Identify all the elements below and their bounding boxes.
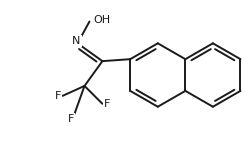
Text: F: F: [54, 91, 61, 101]
Text: OH: OH: [93, 15, 110, 24]
Text: F: F: [104, 99, 110, 109]
Text: F: F: [67, 114, 74, 124]
Text: N: N: [72, 36, 81, 46]
